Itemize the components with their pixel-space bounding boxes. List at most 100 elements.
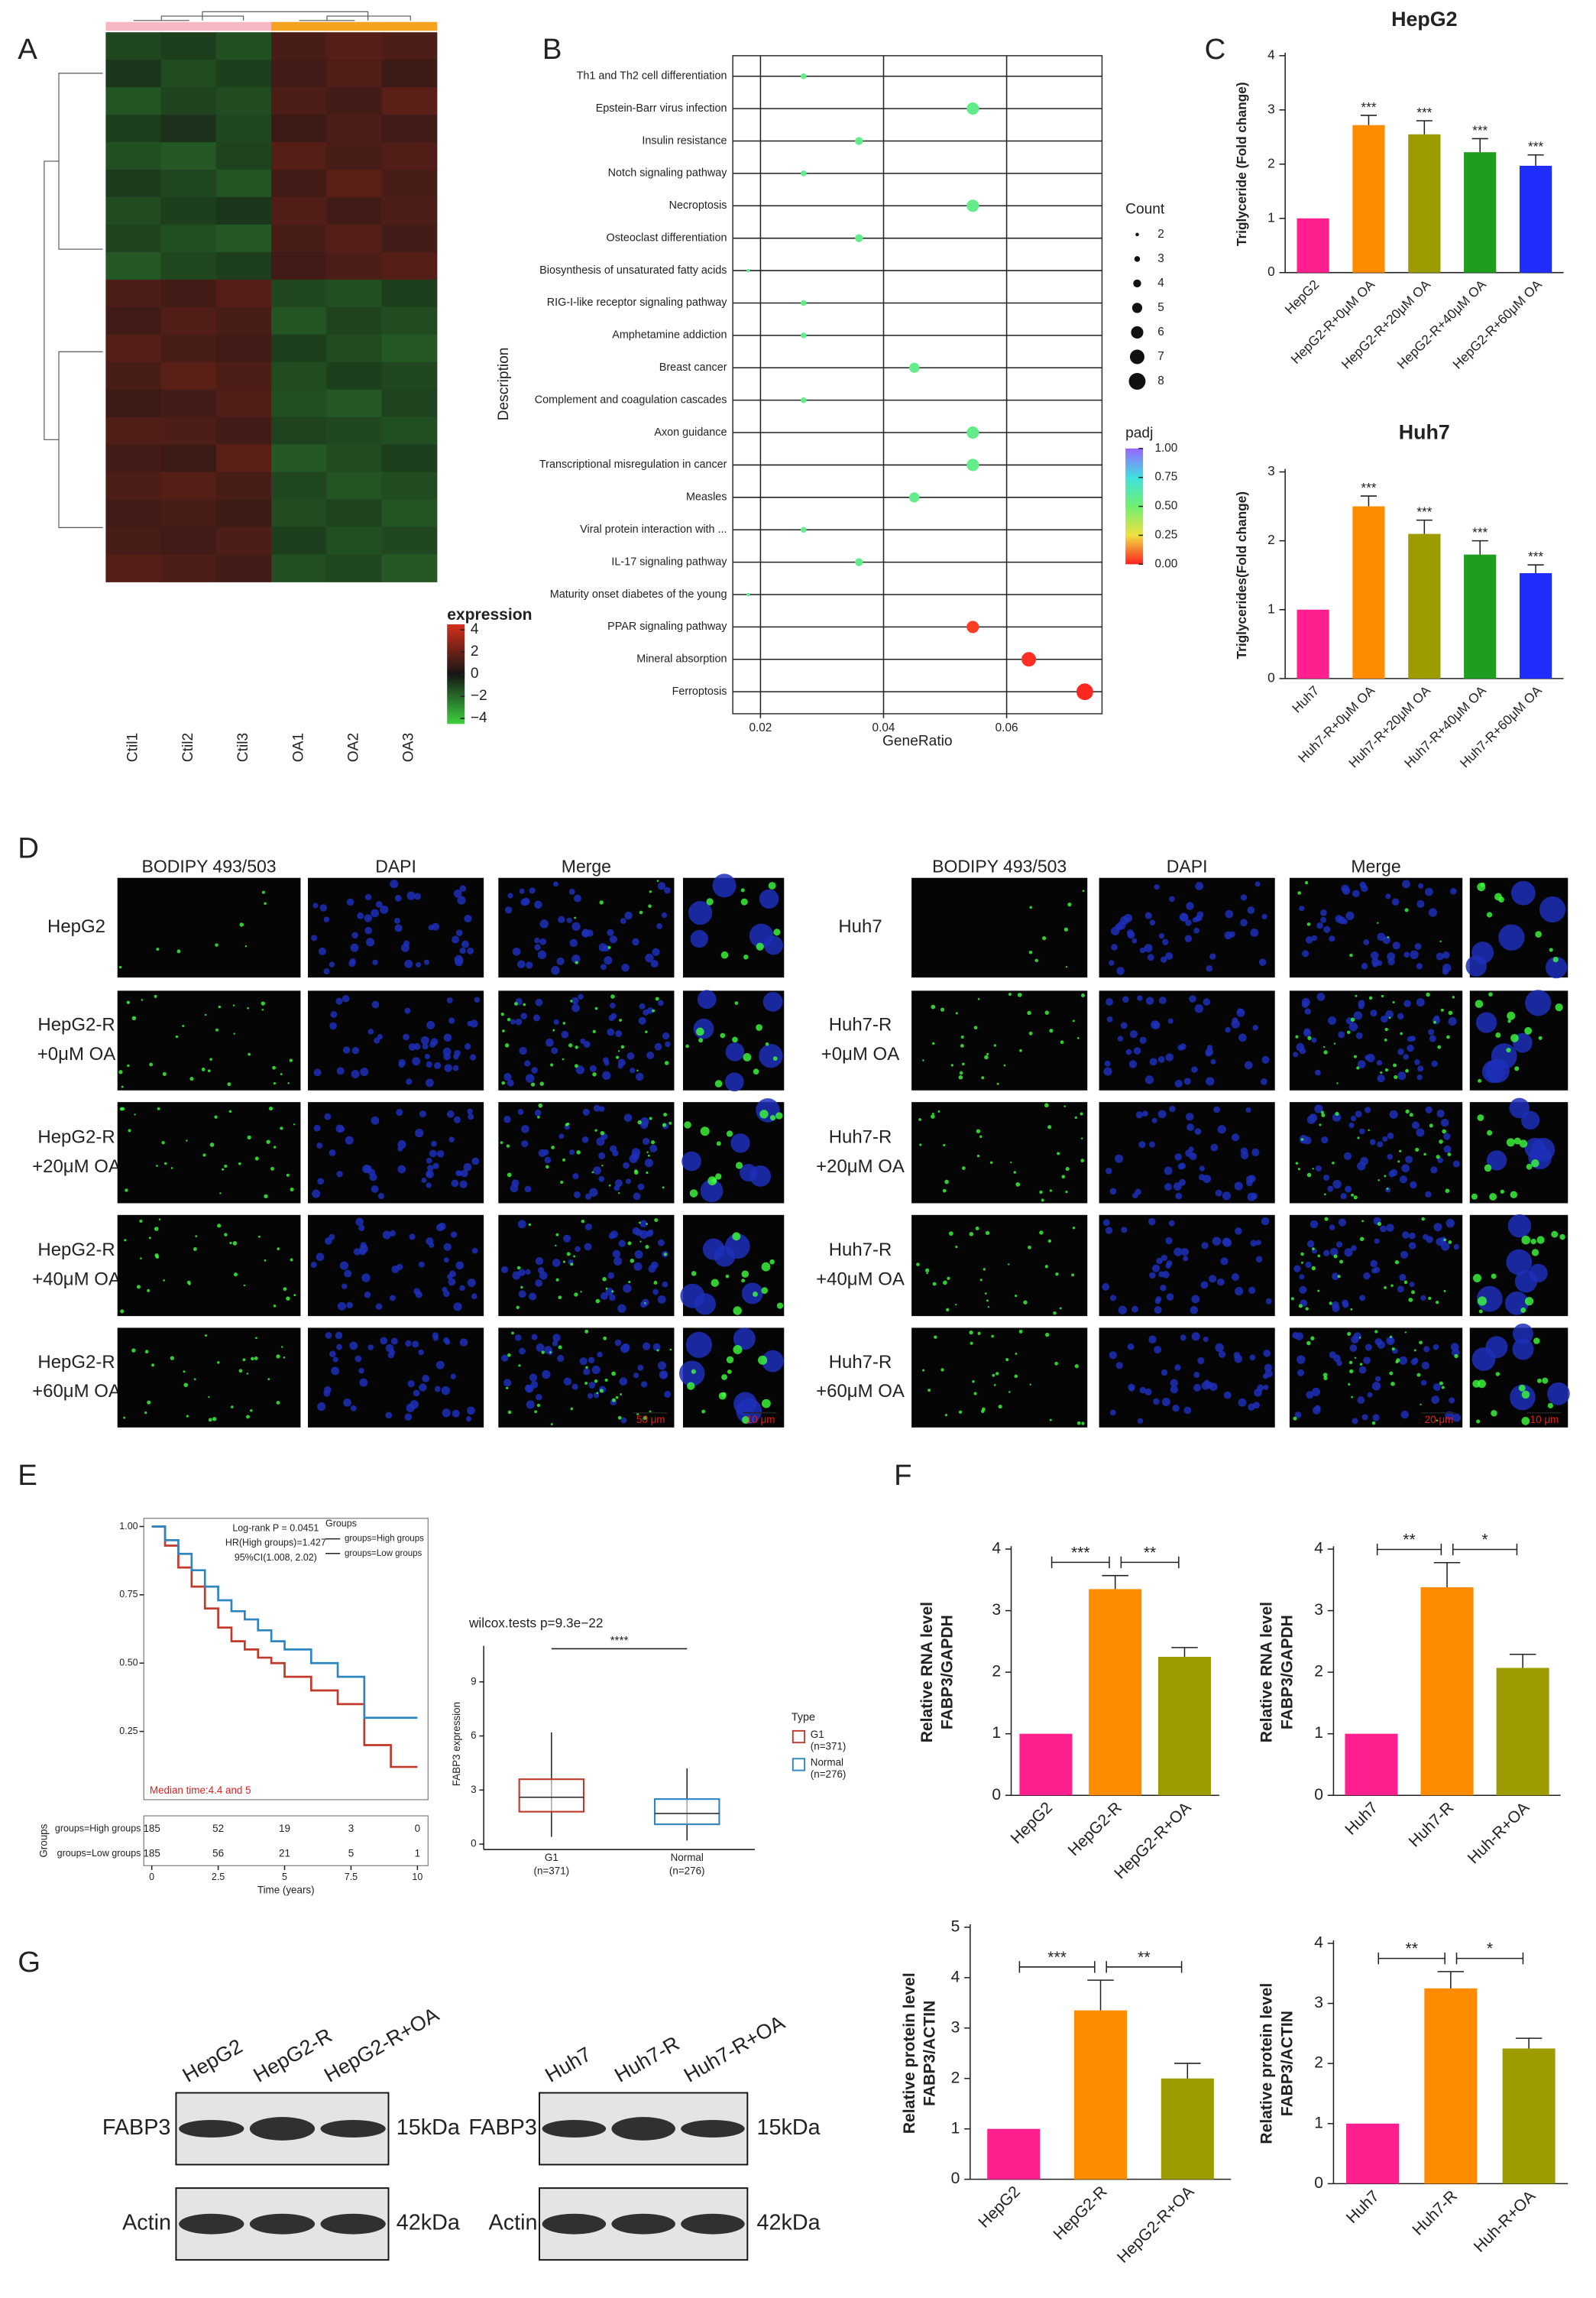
nucleus [1315, 1165, 1322, 1172]
nucleus [310, 1261, 317, 1269]
lipid-droplet [1507, 1011, 1516, 1020]
nucleus [1245, 1107, 1251, 1113]
nucleus [1367, 1392, 1373, 1398]
nucleus [558, 916, 565, 923]
lipid-droplet [1384, 1068, 1389, 1072]
nucleus [571, 955, 581, 964]
nucleus [1425, 1106, 1433, 1113]
nucleus [1106, 998, 1114, 1006]
lipid-droplet [1047, 1239, 1052, 1243]
lipid-droplet [501, 1081, 505, 1085]
lipid-droplet [118, 1070, 123, 1074]
lipid-droplet [1409, 1113, 1413, 1117]
colorbar-label: −4 [471, 710, 487, 726]
lipid-droplet [1323, 1050, 1328, 1055]
heatmap-cell [381, 196, 438, 225]
micrograph [911, 1214, 1088, 1317]
nucleus [1417, 1065, 1424, 1072]
y-tick-label: RIG-I-like receptor signaling pathway [547, 297, 728, 309]
nucleus [1366, 1053, 1375, 1063]
nucleus [1387, 1132, 1394, 1139]
legend-title: expression [447, 606, 532, 624]
nucleus [1264, 1369, 1273, 1378]
lipid-droplet [976, 1129, 981, 1133]
lipid-droplet [1053, 1311, 1057, 1315]
dendrogram [326, 15, 411, 21]
nucleus [377, 1193, 384, 1200]
nucleus [596, 1137, 605, 1146]
lipid-droplet [1312, 1247, 1315, 1251]
nucleus [1424, 887, 1433, 896]
lipid-droplet [244, 945, 248, 948]
bar [1519, 573, 1552, 679]
nucleus [657, 1239, 665, 1246]
lipid-droplet [1039, 1190, 1043, 1194]
lipid-droplet [239, 922, 244, 927]
risk-row-label: groups=High groups [55, 1823, 141, 1834]
nucleus [1329, 1224, 1335, 1230]
lipid-droplet [727, 1369, 732, 1374]
heatmap-cell [105, 60, 162, 88]
lipid-droplet [246, 1415, 250, 1419]
nucleus [759, 1044, 783, 1068]
nucleus [443, 1243, 452, 1251]
nucleus [1261, 1217, 1270, 1226]
lipid-droplet [141, 999, 144, 1001]
nucleus [740, 1163, 758, 1182]
nucleus [756, 1098, 780, 1123]
size-label: 42kDa [397, 2211, 460, 2235]
nucleus [1445, 1411, 1454, 1421]
heatmap-cell [381, 472, 438, 501]
y-tick-label: Measles [686, 491, 727, 504]
nucleus [1309, 1113, 1318, 1123]
nucleus [536, 1343, 545, 1352]
lipid-droplet [620, 1393, 623, 1395]
nucleus [526, 1400, 535, 1409]
nucleus [316, 1253, 325, 1262]
band [320, 2119, 386, 2138]
nucleus [1353, 1332, 1361, 1340]
lipid-droplet [984, 1292, 987, 1295]
nucleus [1115, 1362, 1123, 1369]
lipid-droplet [272, 1065, 276, 1070]
y-tick-label: Breast cancer [659, 361, 727, 374]
nucleus [507, 1079, 514, 1087]
nucleus [329, 1022, 338, 1030]
lipid-droplet [685, 1044, 689, 1049]
band [542, 2213, 607, 2235]
nucleus [1194, 1128, 1202, 1135]
nucleus [313, 1124, 321, 1132]
row-label: Huh7-R [829, 1126, 892, 1147]
lipid-droplet [1321, 1113, 1326, 1117]
lipid-droplet [127, 1064, 130, 1068]
lipid-droplet [958, 1074, 963, 1080]
y-tick-label: Epstein-Barr virus infection [596, 102, 727, 115]
heatmap-cell [381, 115, 438, 143]
lipid-droplet [663, 1253, 668, 1256]
nucleus [1372, 1414, 1380, 1421]
size-label: 7 [1157, 350, 1164, 363]
nucleus [620, 1344, 630, 1353]
lipid-droplet [217, 1361, 220, 1364]
lipid-droplet [711, 1279, 719, 1287]
heatmap-cell [160, 142, 217, 170]
lipid-droplet [773, 929, 781, 936]
nucleus [1426, 1236, 1433, 1243]
nucleus [610, 1002, 616, 1009]
lipid-droplet [1059, 1307, 1062, 1310]
lipid-droplet [741, 1270, 749, 1278]
nucleus [535, 1256, 544, 1266]
nucleus [536, 1394, 542, 1401]
lipid-droplet [716, 1141, 721, 1146]
legend-label: (n=371) [811, 1740, 847, 1752]
nucleus [623, 1113, 633, 1122]
lipid-droplet [1045, 1332, 1050, 1337]
column-header: Merge [1351, 856, 1400, 876]
lipid-droplet [264, 1259, 267, 1262]
nucleus [1358, 1000, 1365, 1007]
nucleus [1240, 894, 1248, 901]
lipid-droplet [756, 942, 764, 951]
lipid-droplet [1408, 1298, 1413, 1302]
lipid-droplet [1381, 994, 1384, 998]
band [249, 2213, 316, 2235]
